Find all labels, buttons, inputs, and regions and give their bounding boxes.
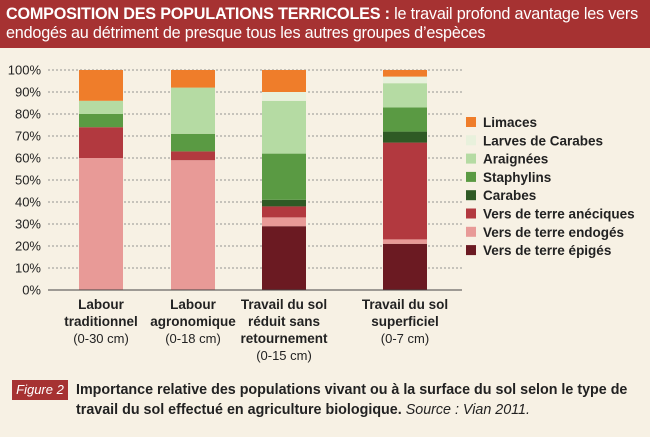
y-tick-label: 0% xyxy=(22,283,41,298)
y-tick-label: 40% xyxy=(15,195,41,210)
y-tick-label: 50% xyxy=(15,173,41,188)
category-label: traditionnel xyxy=(64,314,138,329)
y-tick-label: 70% xyxy=(15,129,41,144)
y-tick-label: 30% xyxy=(15,217,41,232)
bar-segment xyxy=(383,70,427,77)
category-label: réduit sans xyxy=(248,314,320,329)
legend-label: Carabes xyxy=(483,188,536,203)
legend-swatch xyxy=(466,245,476,256)
legend-swatch xyxy=(466,208,476,219)
category-sublabel: (0-15 cm) xyxy=(256,348,312,363)
figure-caption: Importance relative des populations viva… xyxy=(76,380,646,420)
y-tick-label: 20% xyxy=(15,239,41,254)
legend-label: Vers de terre anéciques xyxy=(483,207,635,222)
bar-segment xyxy=(383,76,427,84)
figure-badge: Figure 2 xyxy=(12,380,68,400)
bar-segment xyxy=(262,206,306,218)
category-label: Labour xyxy=(170,297,216,312)
legend-label: Limaces xyxy=(483,115,537,130)
bar-segment xyxy=(262,217,306,227)
bar-segment xyxy=(171,70,215,88)
bar-segment xyxy=(383,107,427,132)
bar-segment xyxy=(79,127,123,158)
category-sublabel: (0-18 cm) xyxy=(165,331,221,346)
category-sublabel: (0-30 cm) xyxy=(73,331,129,346)
bar-segment xyxy=(262,70,306,92)
header-title-rest: le travail profond avantage les vers end… xyxy=(6,5,638,42)
category-label: Travail du sol xyxy=(362,297,448,312)
legend-label: Larves de Carabes xyxy=(483,133,603,148)
legend-swatch xyxy=(466,226,476,237)
legend-swatch xyxy=(466,153,476,164)
bar-segment xyxy=(262,92,306,101)
category-label: superficiel xyxy=(371,314,439,329)
bar-segment xyxy=(79,100,123,114)
header-banner: COMPOSITION DES POPULATIONS TERRICOLES :… xyxy=(0,0,650,48)
bar-segment xyxy=(79,70,123,101)
bar-segment xyxy=(383,243,427,290)
legend-label: Staphylins xyxy=(483,170,551,185)
caption-text: Importance relative des populations viva… xyxy=(76,382,628,418)
bar-segment xyxy=(171,87,215,134)
category-label: Travail du sol xyxy=(241,297,327,312)
legend-label: Vers de terre endogés xyxy=(483,225,624,240)
legend-label: Vers de terre épigés xyxy=(483,243,611,258)
bar-segment xyxy=(79,158,123,290)
category-label: agronomique xyxy=(150,314,236,329)
y-tick-label: 80% xyxy=(15,107,41,122)
bar-segment xyxy=(383,131,427,143)
bar-segment xyxy=(171,151,215,161)
caption-source: Source : Vian 2011. xyxy=(405,402,530,418)
y-tick-label: 100% xyxy=(8,63,42,78)
legend-swatch xyxy=(466,135,476,146)
bar-segment xyxy=(383,239,427,244)
bar-segment xyxy=(79,114,123,128)
y-tick-label: 60% xyxy=(15,151,41,166)
legend-swatch xyxy=(466,117,476,127)
category-label: retournement xyxy=(240,331,328,346)
category-label: Labour xyxy=(78,297,124,312)
bar-segment xyxy=(383,142,427,240)
bar-segment xyxy=(262,153,306,200)
y-tick-label: 10% xyxy=(15,261,41,276)
legend-label: Araignées xyxy=(483,152,548,167)
header-title-bold: COMPOSITION DES POPULATIONS TERRICOLES : xyxy=(6,5,390,23)
bar-segment xyxy=(262,199,306,207)
category-sublabel: (0-7 cm) xyxy=(381,331,429,346)
bar-segment xyxy=(262,226,306,290)
header-title: COMPOSITION DES POPULATIONS TERRICOLES :… xyxy=(6,5,646,43)
y-tick-label: 90% xyxy=(15,85,41,100)
bar-segment xyxy=(171,160,215,290)
bar-segment xyxy=(262,100,306,154)
bar-segment xyxy=(383,83,427,108)
legend-swatch xyxy=(466,190,476,201)
bar-segment xyxy=(171,133,215,152)
legend-swatch xyxy=(466,171,476,182)
